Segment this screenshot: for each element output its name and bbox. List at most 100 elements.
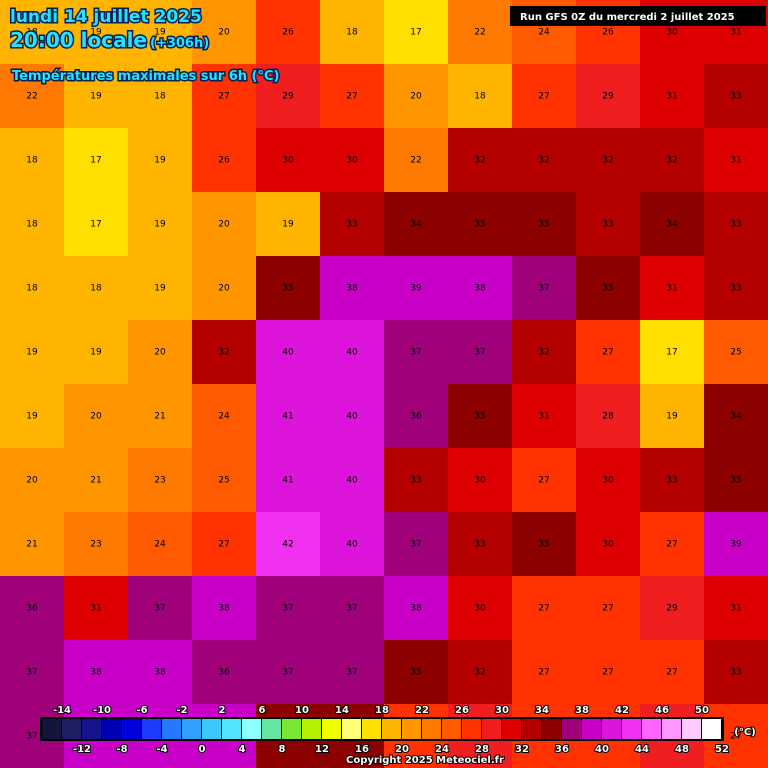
temperature-value: 26 bbox=[218, 156, 230, 166]
temperature-cell bbox=[384, 512, 449, 577]
temperature-cell bbox=[384, 192, 449, 257]
temperature-cell bbox=[64, 256, 129, 321]
temperature-value: 39 bbox=[730, 540, 742, 550]
temperature-value: 42 bbox=[282, 540, 293, 550]
legend-swatch bbox=[602, 719, 621, 739]
legend-swatch bbox=[662, 719, 681, 739]
temperature-value: 35 bbox=[730, 476, 741, 486]
temperature-value: 36 bbox=[218, 668, 230, 678]
temperature-value: 36 bbox=[410, 412, 422, 422]
temperature-value: 38 bbox=[154, 668, 166, 678]
temperature-value: 31 bbox=[730, 156, 741, 166]
temperature-value: 37 bbox=[26, 732, 37, 742]
temperature-value: 34 bbox=[730, 412, 742, 422]
temperature-cell bbox=[512, 320, 577, 385]
legend-swatch bbox=[42, 719, 61, 739]
temperature-cell bbox=[192, 0, 257, 65]
temperature-value: 37 bbox=[474, 348, 485, 358]
temperature-cell bbox=[640, 192, 705, 257]
temperature-value: 40 bbox=[346, 540, 358, 550]
temperature-cell bbox=[256, 128, 321, 193]
legend-swatch bbox=[102, 719, 121, 739]
temperature-value: 33 bbox=[730, 220, 741, 230]
temperature-value: 20 bbox=[218, 28, 230, 38]
temperature-value: 30 bbox=[666, 28, 678, 38]
temperature-cell bbox=[64, 448, 129, 513]
temperature-value: 32 bbox=[602, 156, 613, 166]
legend-swatch bbox=[562, 719, 581, 739]
temperature-value: 19 bbox=[154, 28, 166, 38]
temperature-value: 20 bbox=[154, 348, 166, 358]
temperature-cell bbox=[192, 576, 257, 641]
legend-label: 4 bbox=[239, 744, 246, 755]
temperature-value: 35 bbox=[602, 284, 613, 294]
temperature-cell bbox=[640, 576, 705, 641]
run-label: Run GFS 0Z du mercredi 2 juillet 2025 bbox=[520, 12, 735, 23]
temperature-cell bbox=[0, 384, 65, 449]
temperature-value: 19 bbox=[26, 348, 38, 358]
temperature-value: 35 bbox=[474, 220, 485, 230]
temperature-cell bbox=[192, 320, 257, 385]
temperature-cell bbox=[0, 512, 65, 577]
legend-swatch bbox=[222, 719, 241, 739]
temperature-value: 27 bbox=[538, 92, 549, 102]
temperature-cell bbox=[0, 320, 65, 385]
legend-label: 8 bbox=[279, 744, 286, 755]
temperature-value: 30 bbox=[602, 476, 614, 486]
temperature-cell bbox=[576, 128, 641, 193]
temperature-value: 20 bbox=[218, 284, 230, 294]
temperature-value: 27 bbox=[730, 732, 741, 742]
temperature-cell bbox=[256, 576, 321, 641]
temperature-cell bbox=[64, 0, 129, 65]
temperature-value: 18 bbox=[346, 28, 358, 38]
temperature-cell bbox=[0, 640, 65, 705]
temperature-value: 27 bbox=[602, 348, 613, 358]
legend-swatch bbox=[442, 719, 461, 739]
temperature-cell bbox=[128, 448, 193, 513]
temperature-cell bbox=[320, 640, 385, 705]
legend-swatch bbox=[82, 719, 101, 739]
temperature-value: 33 bbox=[602, 220, 613, 230]
temperature-value: 35 bbox=[474, 412, 485, 422]
temperature-value: 32 bbox=[538, 348, 549, 358]
temperature-cell bbox=[448, 320, 513, 385]
temperature-value: 20 bbox=[90, 412, 102, 422]
temperature-value: 37 bbox=[346, 604, 357, 614]
temperature-cell bbox=[448, 0, 513, 65]
temperature-cell bbox=[384, 64, 449, 129]
temperature-cell bbox=[640, 448, 705, 513]
legend-label: 28 bbox=[475, 744, 489, 755]
legend-swatch bbox=[382, 719, 401, 739]
temperature-value: 27 bbox=[602, 604, 613, 614]
temperature-cell bbox=[448, 128, 513, 193]
temperature-cell bbox=[128, 256, 193, 321]
temperature-cell bbox=[512, 384, 577, 449]
temperature-value: 20 bbox=[218, 220, 230, 230]
lead-label: (+306h) bbox=[150, 36, 209, 51]
temperature-cell bbox=[384, 576, 449, 641]
temperature-cell bbox=[128, 384, 193, 449]
legend-unit: (°C) bbox=[734, 727, 755, 738]
temperature-cell bbox=[704, 128, 768, 193]
temperature-cell bbox=[576, 576, 641, 641]
temperature-cell bbox=[320, 64, 385, 129]
temperature-value: 30 bbox=[282, 156, 294, 166]
temperature-cell bbox=[448, 192, 513, 257]
copyright: Copyright 2025 Meteociel.fr bbox=[346, 755, 504, 766]
temperature-value: 41 bbox=[282, 412, 293, 422]
temperature-value: 27 bbox=[666, 668, 677, 678]
temperature-value: 38 bbox=[90, 668, 102, 678]
temperature-value: 33 bbox=[474, 540, 485, 550]
temperature-cell bbox=[192, 128, 257, 193]
legend-swatch bbox=[202, 719, 221, 739]
temperature-cell bbox=[640, 128, 705, 193]
temperature-cell bbox=[192, 192, 257, 257]
temperature-cell bbox=[512, 64, 577, 129]
legend-swatch bbox=[482, 719, 501, 739]
temperature-value: 22 bbox=[410, 156, 421, 166]
time-label: 20:00 locale bbox=[10, 28, 147, 52]
legend-label: 46 bbox=[655, 705, 669, 716]
temperature-value: 33 bbox=[730, 284, 741, 294]
temperature-cell bbox=[320, 256, 385, 321]
